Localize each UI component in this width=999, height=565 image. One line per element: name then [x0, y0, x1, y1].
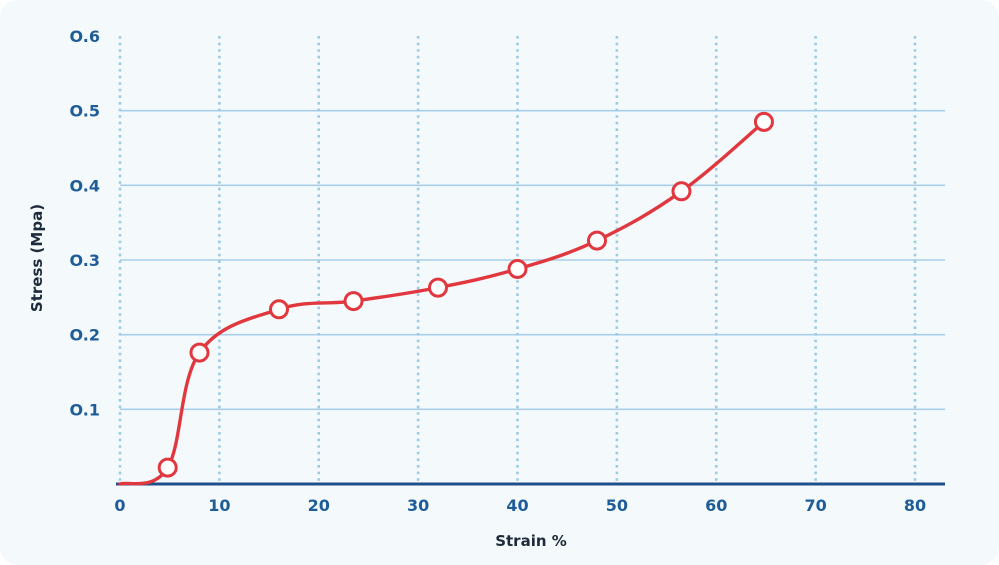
- data-point-marker: [343, 291, 364, 312]
- y-tick-label: O.1: [70, 400, 100, 419]
- y-tick-labels: O.1 O.2 O.3 O.4 O.5 O.6: [70, 27, 100, 419]
- x-axis-title: Strain %: [495, 532, 567, 550]
- series-markers: [157, 111, 774, 478]
- y-tick-label: O.2: [70, 326, 100, 345]
- y-tick-label: O.5: [70, 102, 100, 121]
- series-line: [118, 120, 766, 486]
- x-tick-label: 40: [506, 496, 528, 515]
- y-axis-title: Stress (Mpa): [28, 204, 46, 312]
- x-tick-label: 0: [114, 496, 125, 515]
- x-tick-label: 30: [407, 496, 429, 515]
- data-point-marker: [753, 111, 774, 132]
- data-point-marker: [428, 277, 448, 298]
- data-point-marker: [507, 258, 528, 279]
- data-point-marker: [671, 181, 692, 202]
- y-tick-label: O.6: [70, 27, 100, 46]
- x-tick-label: 80: [904, 496, 926, 515]
- x-tick-label: 20: [308, 496, 330, 515]
- horizontal-gridlines: [120, 109, 945, 411]
- data-point-marker: [269, 299, 289, 320]
- data-point-marker: [189, 342, 210, 363]
- y-tick-label: O.3: [70, 251, 100, 270]
- x-tick-label: 50: [606, 496, 628, 515]
- x-tick-labels: 0 10 20 30 40 50 60 70 80: [114, 496, 926, 515]
- y-tick-label: O.4: [70, 176, 100, 195]
- data-point-marker: [587, 230, 607, 251]
- x-tick-label: 60: [705, 496, 727, 515]
- x-tick-label: 10: [208, 496, 230, 515]
- x-tick-label: 70: [804, 496, 826, 515]
- data-point-marker: [157, 457, 178, 478]
- vertical-gridlines: [118, 36, 917, 484]
